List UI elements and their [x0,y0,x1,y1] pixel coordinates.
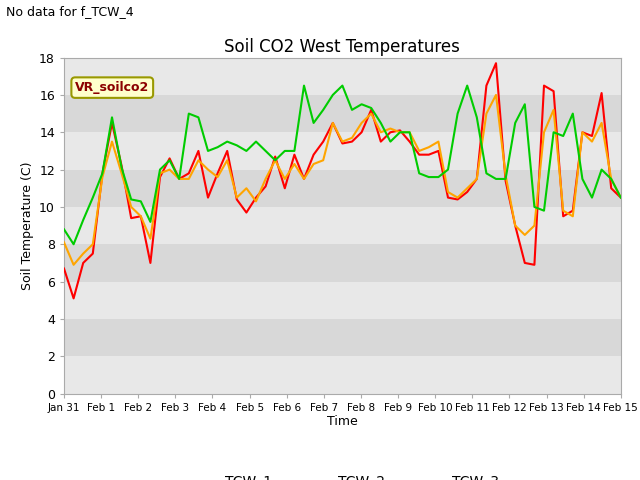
Text: No data for f_TCW_4: No data for f_TCW_4 [6,5,134,18]
TCW_2 [358,120,365,126]
TCW_2 [617,195,625,201]
TCW_1 [70,296,77,301]
TCW_3 [617,195,625,201]
Line: TCW_2: TCW_2 [64,95,621,265]
Bar [64,95,621,132]
Line: TCW_1: TCW_1 [64,63,621,299]
TCW_1 [617,195,625,201]
Bar [64,58,621,95]
Bar [64,244,621,282]
Bar [64,282,621,319]
Line: TCW_3: TCW_3 [64,85,621,244]
TCW_1 [127,215,135,221]
TCW_3 [89,195,97,201]
TCW_2 [214,174,221,180]
TCW_3 [367,105,375,111]
TCW_3 [156,167,164,172]
TCW_2 [127,204,135,210]
TCW_1 [214,170,221,176]
X-axis label: Time: Time [327,415,358,429]
TCW_1 [473,176,481,182]
Y-axis label: Soil Temperature (C): Soil Temperature (C) [20,161,33,290]
Text: VR_soilco2: VR_soilco2 [75,81,149,94]
Bar [64,319,621,356]
TCW_2 [70,262,77,268]
TCW_3 [300,83,308,88]
TCW_1 [89,251,97,256]
TCW_3 [127,197,135,203]
Title: Soil CO2 West Temperatures: Soil CO2 West Temperatures [225,38,460,56]
TCW_3 [70,241,77,247]
TCW_1 [358,130,365,135]
TCW_3 [483,170,490,176]
TCW_2 [89,241,97,247]
TCW_2 [492,92,500,98]
TCW_2 [473,176,481,182]
TCW_1 [60,265,68,271]
TCW_1 [492,60,500,66]
TCW_3 [214,144,221,150]
TCW_3 [60,227,68,232]
TCW_1 [156,174,164,180]
TCW_2 [156,170,164,176]
Bar [64,207,621,244]
TCW_2 [60,240,68,245]
Bar [64,132,621,169]
Bar [64,356,621,394]
Legend: TCW_1, TCW_2, TCW_3: TCW_1, TCW_2, TCW_3 [180,469,504,480]
Bar [64,169,621,207]
